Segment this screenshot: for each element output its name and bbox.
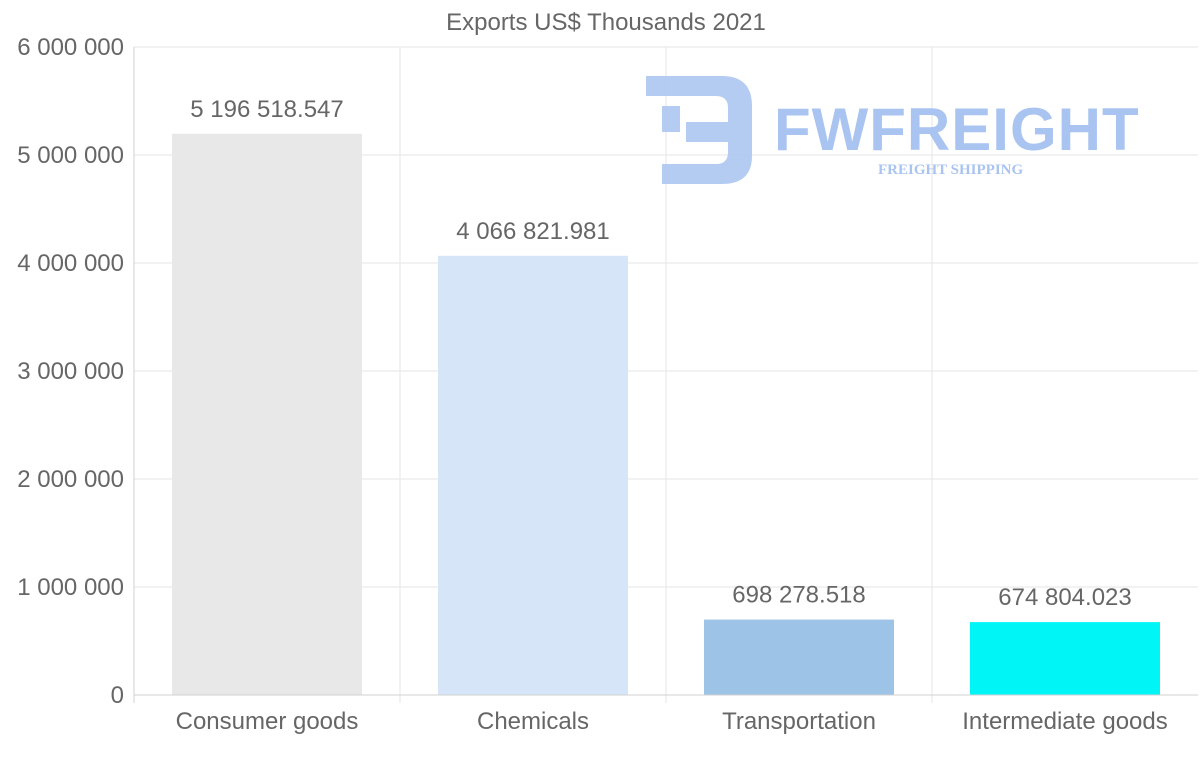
x-category-label: Chemicals [477,708,589,735]
y-tick-label: 4 000 000 [17,250,124,277]
bar-value-label: 4 066 821.981 [456,218,609,245]
x-category-label: Transportation [722,708,876,735]
y-tick-label: 6 000 000 [17,34,124,61]
bar [172,133,362,695]
bars: 5 196 518.547 4 066 821.981 698 278.518 674… [172,96,1160,696]
y-tick-label: 5 000 000 [17,142,124,169]
bar-value-label: 674 804.023 [998,584,1131,611]
watermark-tagline: FREIGHT SHIPPING [878,162,1023,178]
watermark: FWFREIGHT FREIGHT SHIPPING [646,76,1140,184]
fwfreight-logo-icon [646,76,752,184]
bar [704,619,894,695]
axes: 0 1 000 000 2 000 000 3 000 000 4 000 000 5 0… [17,34,1198,735]
chart-title: Exports US$ Thousands 2021 [446,9,766,36]
bar-value-label: 698 278.518 [732,582,865,609]
y-tick-label: 2 000 000 [17,466,124,493]
y-tick-label: 1 000 000 [17,574,124,601]
bar [438,255,628,696]
watermark-name: FWFREIGHT [774,96,1140,163]
bar [970,622,1160,695]
x-category-label: Intermediate goods [962,708,1167,735]
y-tick-label: 0 [111,682,124,709]
bar-value-label: 5 196 518.547 [190,96,343,123]
x-category-label: Consumer goods [176,708,359,735]
y-tick-label: 3 000 000 [17,358,124,385]
